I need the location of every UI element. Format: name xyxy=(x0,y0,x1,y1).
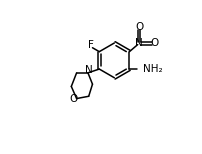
Text: F: F xyxy=(87,40,93,50)
Text: N: N xyxy=(135,38,142,48)
Text: O: O xyxy=(150,38,158,48)
Text: O: O xyxy=(135,22,143,32)
Text: N: N xyxy=(84,65,92,75)
Text: NH₂: NH₂ xyxy=(142,64,161,74)
Text: O: O xyxy=(69,93,77,103)
